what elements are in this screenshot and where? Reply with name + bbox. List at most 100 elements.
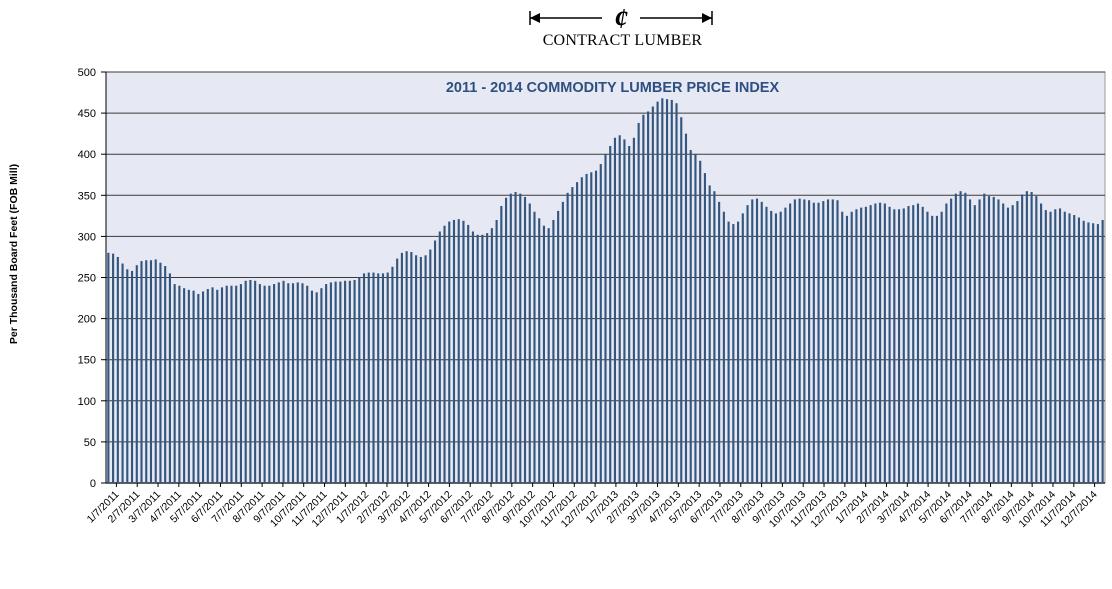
price-bar (642, 114, 645, 484)
price-bar (680, 117, 683, 484)
price-bar (547, 228, 550, 483)
price-bar (235, 285, 238, 483)
price-bar (670, 99, 673, 483)
price-bar (1011, 205, 1014, 483)
price-bar (206, 289, 209, 483)
price-bar (334, 281, 337, 483)
price-bar (424, 255, 427, 483)
price-bar (978, 199, 981, 483)
price-bar (159, 262, 162, 483)
price-bar (325, 284, 328, 483)
price-bar (907, 205, 910, 484)
price-bar (883, 203, 886, 483)
price-bar (315, 292, 318, 483)
price-bar (509, 193, 512, 483)
price-bar (344, 280, 347, 483)
price-bar (168, 273, 171, 483)
price-bar (197, 293, 200, 483)
price-bar (585, 173, 588, 483)
y-tick-label: 500 (78, 67, 96, 79)
price-bar (523, 196, 527, 483)
price-bar (1054, 209, 1057, 483)
price-bar (348, 280, 351, 483)
price-bar (997, 199, 1000, 483)
price-bar (741, 213, 744, 483)
price-bar (552, 219, 555, 483)
price-bar (192, 290, 195, 483)
price-bar (566, 192, 569, 483)
price-bar (557, 210, 560, 484)
price-bar (329, 282, 332, 483)
y-tick-label: 100 (78, 396, 96, 408)
price-bar (533, 211, 536, 484)
price-bar (405, 251, 408, 483)
price-bar (1068, 213, 1071, 483)
price-bar (774, 213, 778, 483)
price-bar (902, 208, 905, 483)
price-bar (599, 164, 602, 483)
price-bar (107, 252, 110, 483)
price-bar (855, 209, 858, 483)
price-bar (632, 137, 635, 483)
price-bar (1077, 217, 1081, 484)
price-bar (604, 154, 607, 483)
price-bar (1044, 210, 1047, 483)
price-bar (476, 234, 479, 483)
price-bar (1063, 211, 1066, 484)
price-bar (893, 209, 896, 483)
price-bar (145, 260, 148, 483)
y-tick-label: 150 (78, 355, 96, 367)
price-bar (429, 249, 432, 483)
price-bar (358, 277, 361, 483)
price-bar (694, 154, 697, 483)
price-bar (737, 221, 740, 483)
price-bar (765, 206, 768, 483)
price-bar (623, 139, 626, 483)
price-bar (112, 253, 115, 483)
price-bar (803, 199, 806, 483)
price-bar (879, 202, 882, 483)
price-bar (836, 200, 839, 484)
price-bar (618, 135, 621, 484)
price-bar (396, 258, 399, 483)
price-bar (1096, 224, 1099, 483)
price-bar (301, 283, 304, 483)
price-bar (339, 281, 342, 483)
price-bar (415, 255, 418, 483)
price-bar (708, 185, 711, 483)
price-bar (916, 203, 920, 483)
price-bar (613, 137, 617, 483)
price-bar (935, 215, 938, 483)
price-bar (580, 177, 583, 483)
price-bar (950, 198, 953, 483)
price-bar (954, 193, 957, 483)
price-bar (462, 220, 465, 483)
price-bar (258, 284, 261, 483)
price-bar (1101, 219, 1104, 483)
price-bar (945, 203, 948, 483)
price-bar (528, 203, 531, 483)
price-bar (684, 133, 688, 483)
price-bar (249, 279, 252, 483)
price-bar (230, 285, 233, 483)
price-bar (287, 283, 290, 483)
price-bar (505, 197, 508, 483)
price-bar (433, 240, 437, 483)
price-bar (992, 196, 995, 483)
price-bar (391, 266, 394, 483)
price-bar (277, 282, 280, 483)
price-bar (987, 196, 991, 483)
price-bar (116, 256, 119, 483)
price-bar (273, 284, 276, 483)
price-bar (594, 170, 598, 483)
price-bar (661, 98, 664, 484)
price-bar (519, 193, 522, 483)
price-bar (291, 283, 295, 483)
price-bar (254, 280, 257, 483)
price-bar (912, 205, 915, 483)
price-bar (760, 201, 763, 483)
price-bar (675, 103, 678, 484)
price-bar (538, 218, 541, 483)
price-bar (789, 203, 792, 483)
